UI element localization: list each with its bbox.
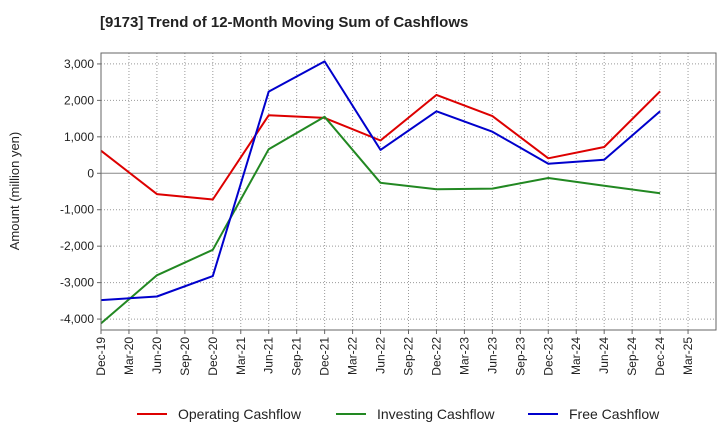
x-tick-label: Dec-20: [206, 337, 220, 376]
x-tick-label: Jun-20: [150, 337, 164, 374]
y-tick-label: 0: [87, 166, 94, 180]
x-tick-label: Mar-24: [569, 337, 583, 375]
legend-label: Operating Cashflow: [178, 406, 302, 422]
y-tick-label: -4,000: [60, 312, 94, 326]
x-tick-label: Jun-21: [262, 337, 276, 374]
x-tick-label: Mar-22: [346, 337, 360, 375]
legend-label: Investing Cashflow: [377, 406, 495, 422]
x-tick-label: Mar-25: [681, 337, 695, 375]
y-tick-label: 2,000: [64, 93, 94, 107]
y-tick-label: 3,000: [64, 57, 94, 71]
x-tick-label: Sep-21: [290, 337, 304, 376]
x-tick-label: Dec-22: [429, 337, 443, 376]
series-line-operating-cashflow: [100, 90, 661, 201]
legend-item: Investing Cashflow: [336, 406, 495, 422]
x-tick-label: Mar-21: [234, 337, 248, 375]
series-line-investing-cashflow: [100, 115, 661, 325]
legend: Operating Cashflow Investing Cashflow Free…: [137, 406, 660, 422]
x-tick-label: Mar-20: [122, 337, 136, 375]
x-tick-label: Jun-24: [597, 337, 611, 374]
x-tick-label: Dec-24: [653, 337, 667, 376]
x-tick-label: Jun-23: [485, 337, 499, 374]
x-tick-label: Sep-24: [625, 337, 639, 376]
legend-label: Free Cashflow: [569, 406, 660, 422]
legend-item: Operating Cashflow: [137, 406, 302, 422]
x-tick-label: Dec-23: [541, 337, 555, 376]
series-line-free-cashflow: [100, 60, 661, 302]
legend-item: Free Cashflow: [528, 406, 660, 422]
x-tick-label: Sep-23: [513, 337, 527, 376]
grid-layer: [101, 53, 716, 330]
x-tick-label: Sep-20: [178, 337, 192, 376]
y-tick-label: -2,000: [60, 239, 94, 253]
y-tick-label: 1,000: [64, 130, 94, 144]
series-layer: [100, 60, 661, 325]
x-tick-label: Dec-19: [94, 337, 108, 376]
x-tick-label: Jun-22: [374, 337, 388, 374]
y-tick-label: -3,000: [60, 276, 94, 290]
y-axis-ticks: 3,000 2,000 1,000 0 -1,000 -2,000 -3,000 -4,000: [60, 57, 101, 326]
x-tick-label: Dec-21: [318, 337, 332, 376]
x-axis-ticks: Dec-19 Mar-20 Jun-20 Sep-20 Dec-20 Mar-21 Jun-…: [94, 330, 695, 376]
x-tick-label: Mar-23: [457, 337, 471, 375]
chart-title: [9173] Trend of 12-Month Moving Sum of C…: [100, 14, 469, 31]
y-tick-label: -1,000: [60, 203, 94, 217]
x-tick-label: Sep-22: [402, 337, 416, 376]
y-axis-title: Amount (million yen): [7, 132, 22, 251]
